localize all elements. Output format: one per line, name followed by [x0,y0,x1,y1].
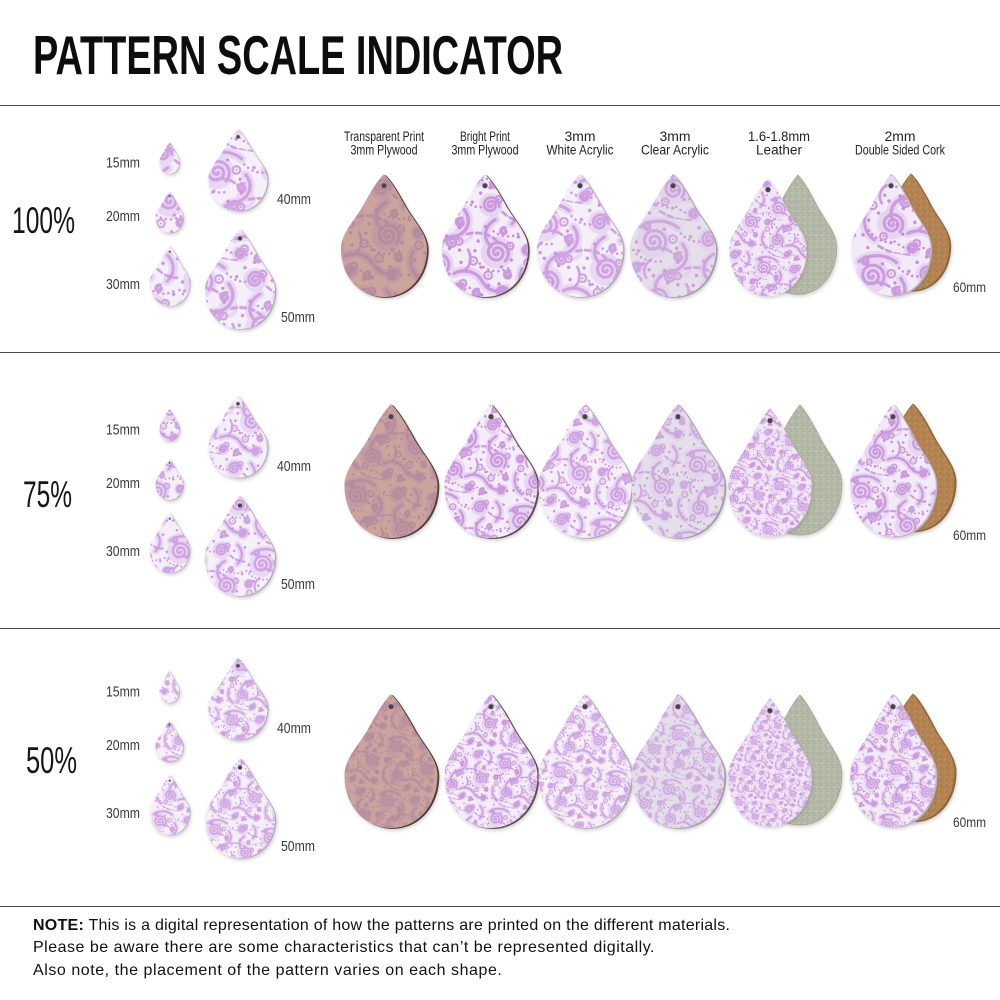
svg-text:Bright Print: Bright Print [460,129,510,144]
svg-text:3mm Plywood: 3mm Plywood [351,143,418,158]
svg-text:50mm: 50mm [281,838,315,855]
svg-text:75%: 75% [23,474,72,515]
svg-text:30mm: 30mm [106,805,140,822]
svg-text:100%: 100% [12,200,75,241]
svg-text:50mm: 50mm [281,576,315,593]
svg-text:60mm: 60mm [953,279,986,295]
svg-text:Double Sided Cork: Double Sided Cork [855,143,945,158]
svg-text:50mm: 50mm [281,309,315,326]
svg-text:40mm: 40mm [277,191,311,208]
svg-text:3mm: 3mm [565,129,596,144]
svg-text:Please be aware there are some: Please be aware there are some character… [33,939,655,956]
svg-text:Transparent Print: Transparent Print [344,129,424,144]
svg-text:20mm: 20mm [106,475,140,492]
svg-text:15mm: 15mm [106,422,140,439]
svg-text:3mm: 3mm [660,129,691,144]
svg-text:15mm: 15mm [106,684,140,701]
svg-text:3mm Plywood: 3mm Plywood [452,143,519,158]
svg-text:50%: 50% [26,740,77,781]
svg-text:1.6-1.8mm: 1.6-1.8mm [748,129,810,144]
svg-text:Clear Acrylic: Clear Acrylic [641,143,709,158]
svg-text:15mm: 15mm [106,155,140,172]
svg-text:Leather: Leather [756,143,802,158]
svg-text:30mm: 30mm [106,276,140,293]
svg-text:20mm: 20mm [106,208,140,225]
svg-text:60mm: 60mm [953,814,986,830]
svg-text:Also note, the placement of th: Also note, the placement of the pattern … [33,962,502,979]
svg-text:30mm: 30mm [106,543,140,560]
svg-text:NOTE: This is a digital repres: NOTE: This is a digital representation o… [33,917,730,934]
svg-text:40mm: 40mm [277,458,311,475]
svg-text:PATTERN SCALE INDICATOR: PATTERN SCALE INDICATOR [33,24,563,86]
svg-text:White Acrylic: White Acrylic [547,143,614,158]
svg-text:20mm: 20mm [106,737,140,754]
svg-text:2mm: 2mm [885,129,916,144]
svg-text:40mm: 40mm [277,720,311,737]
svg-text:60mm: 60mm [953,527,986,543]
